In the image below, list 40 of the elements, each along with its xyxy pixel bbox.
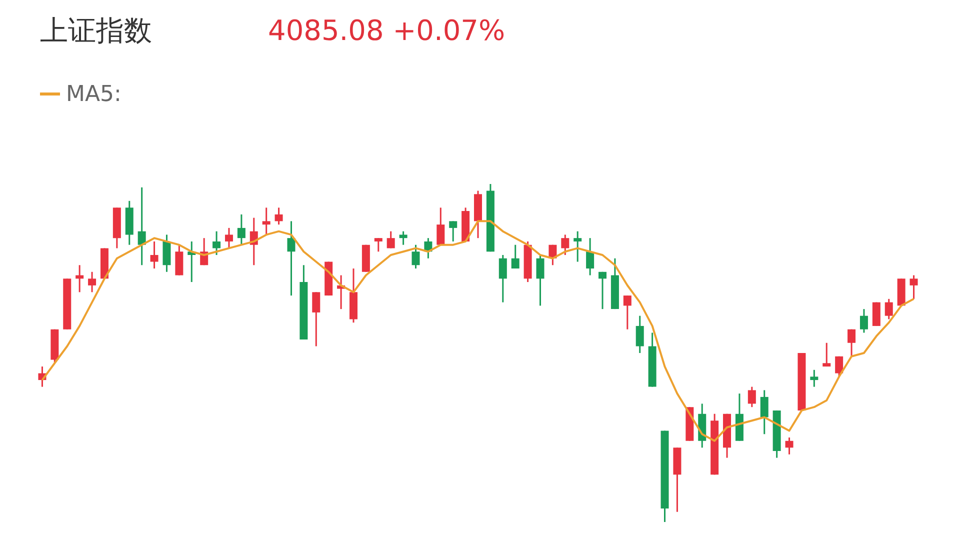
candlestick bbox=[623, 294, 632, 330]
candlestick bbox=[374, 237, 382, 252]
candlestick bbox=[598, 271, 607, 310]
candlestick bbox=[872, 302, 880, 327]
legend-label: MA5: bbox=[66, 82, 122, 107]
candlestick bbox=[274, 206, 283, 226]
candlestick bbox=[822, 342, 831, 368]
candlestick bbox=[910, 274, 918, 300]
text: 4085.08 +0.07% bbox=[268, 14, 506, 47]
candlestick bbox=[88, 271, 96, 293]
candlestick bbox=[386, 230, 395, 249]
candlestick bbox=[436, 206, 445, 246]
candlestick bbox=[224, 227, 233, 249]
candlestick bbox=[212, 230, 221, 256]
candlestick bbox=[574, 230, 582, 262]
candlestick bbox=[237, 214, 246, 246]
candlestick bbox=[884, 298, 893, 320]
candlestick bbox=[412, 244, 420, 270]
candlestick bbox=[287, 220, 296, 296]
candlestick bbox=[175, 244, 184, 276]
candlestick bbox=[636, 315, 644, 354]
candlestick bbox=[399, 230, 408, 246]
candlestick bbox=[150, 240, 158, 270]
candlestick bbox=[511, 244, 520, 270]
candlestick bbox=[760, 389, 768, 435]
candlestick bbox=[848, 328, 856, 358]
candlestick bbox=[860, 308, 868, 334]
candlestick bbox=[312, 291, 320, 347]
candlestick bbox=[449, 220, 458, 242]
chart-title: 上证指数 bbox=[40, 14, 152, 47]
candlestick bbox=[498, 254, 507, 304]
candlestick bbox=[810, 369, 818, 388]
candlestick bbox=[138, 186, 146, 266]
candlestick bbox=[748, 386, 756, 408]
candlestick bbox=[586, 237, 594, 276]
candlestick bbox=[561, 234, 570, 256]
candlestick bbox=[536, 254, 544, 306]
candlestick bbox=[262, 206, 270, 236]
candlestick bbox=[162, 234, 171, 273]
candlestick bbox=[785, 436, 794, 456]
